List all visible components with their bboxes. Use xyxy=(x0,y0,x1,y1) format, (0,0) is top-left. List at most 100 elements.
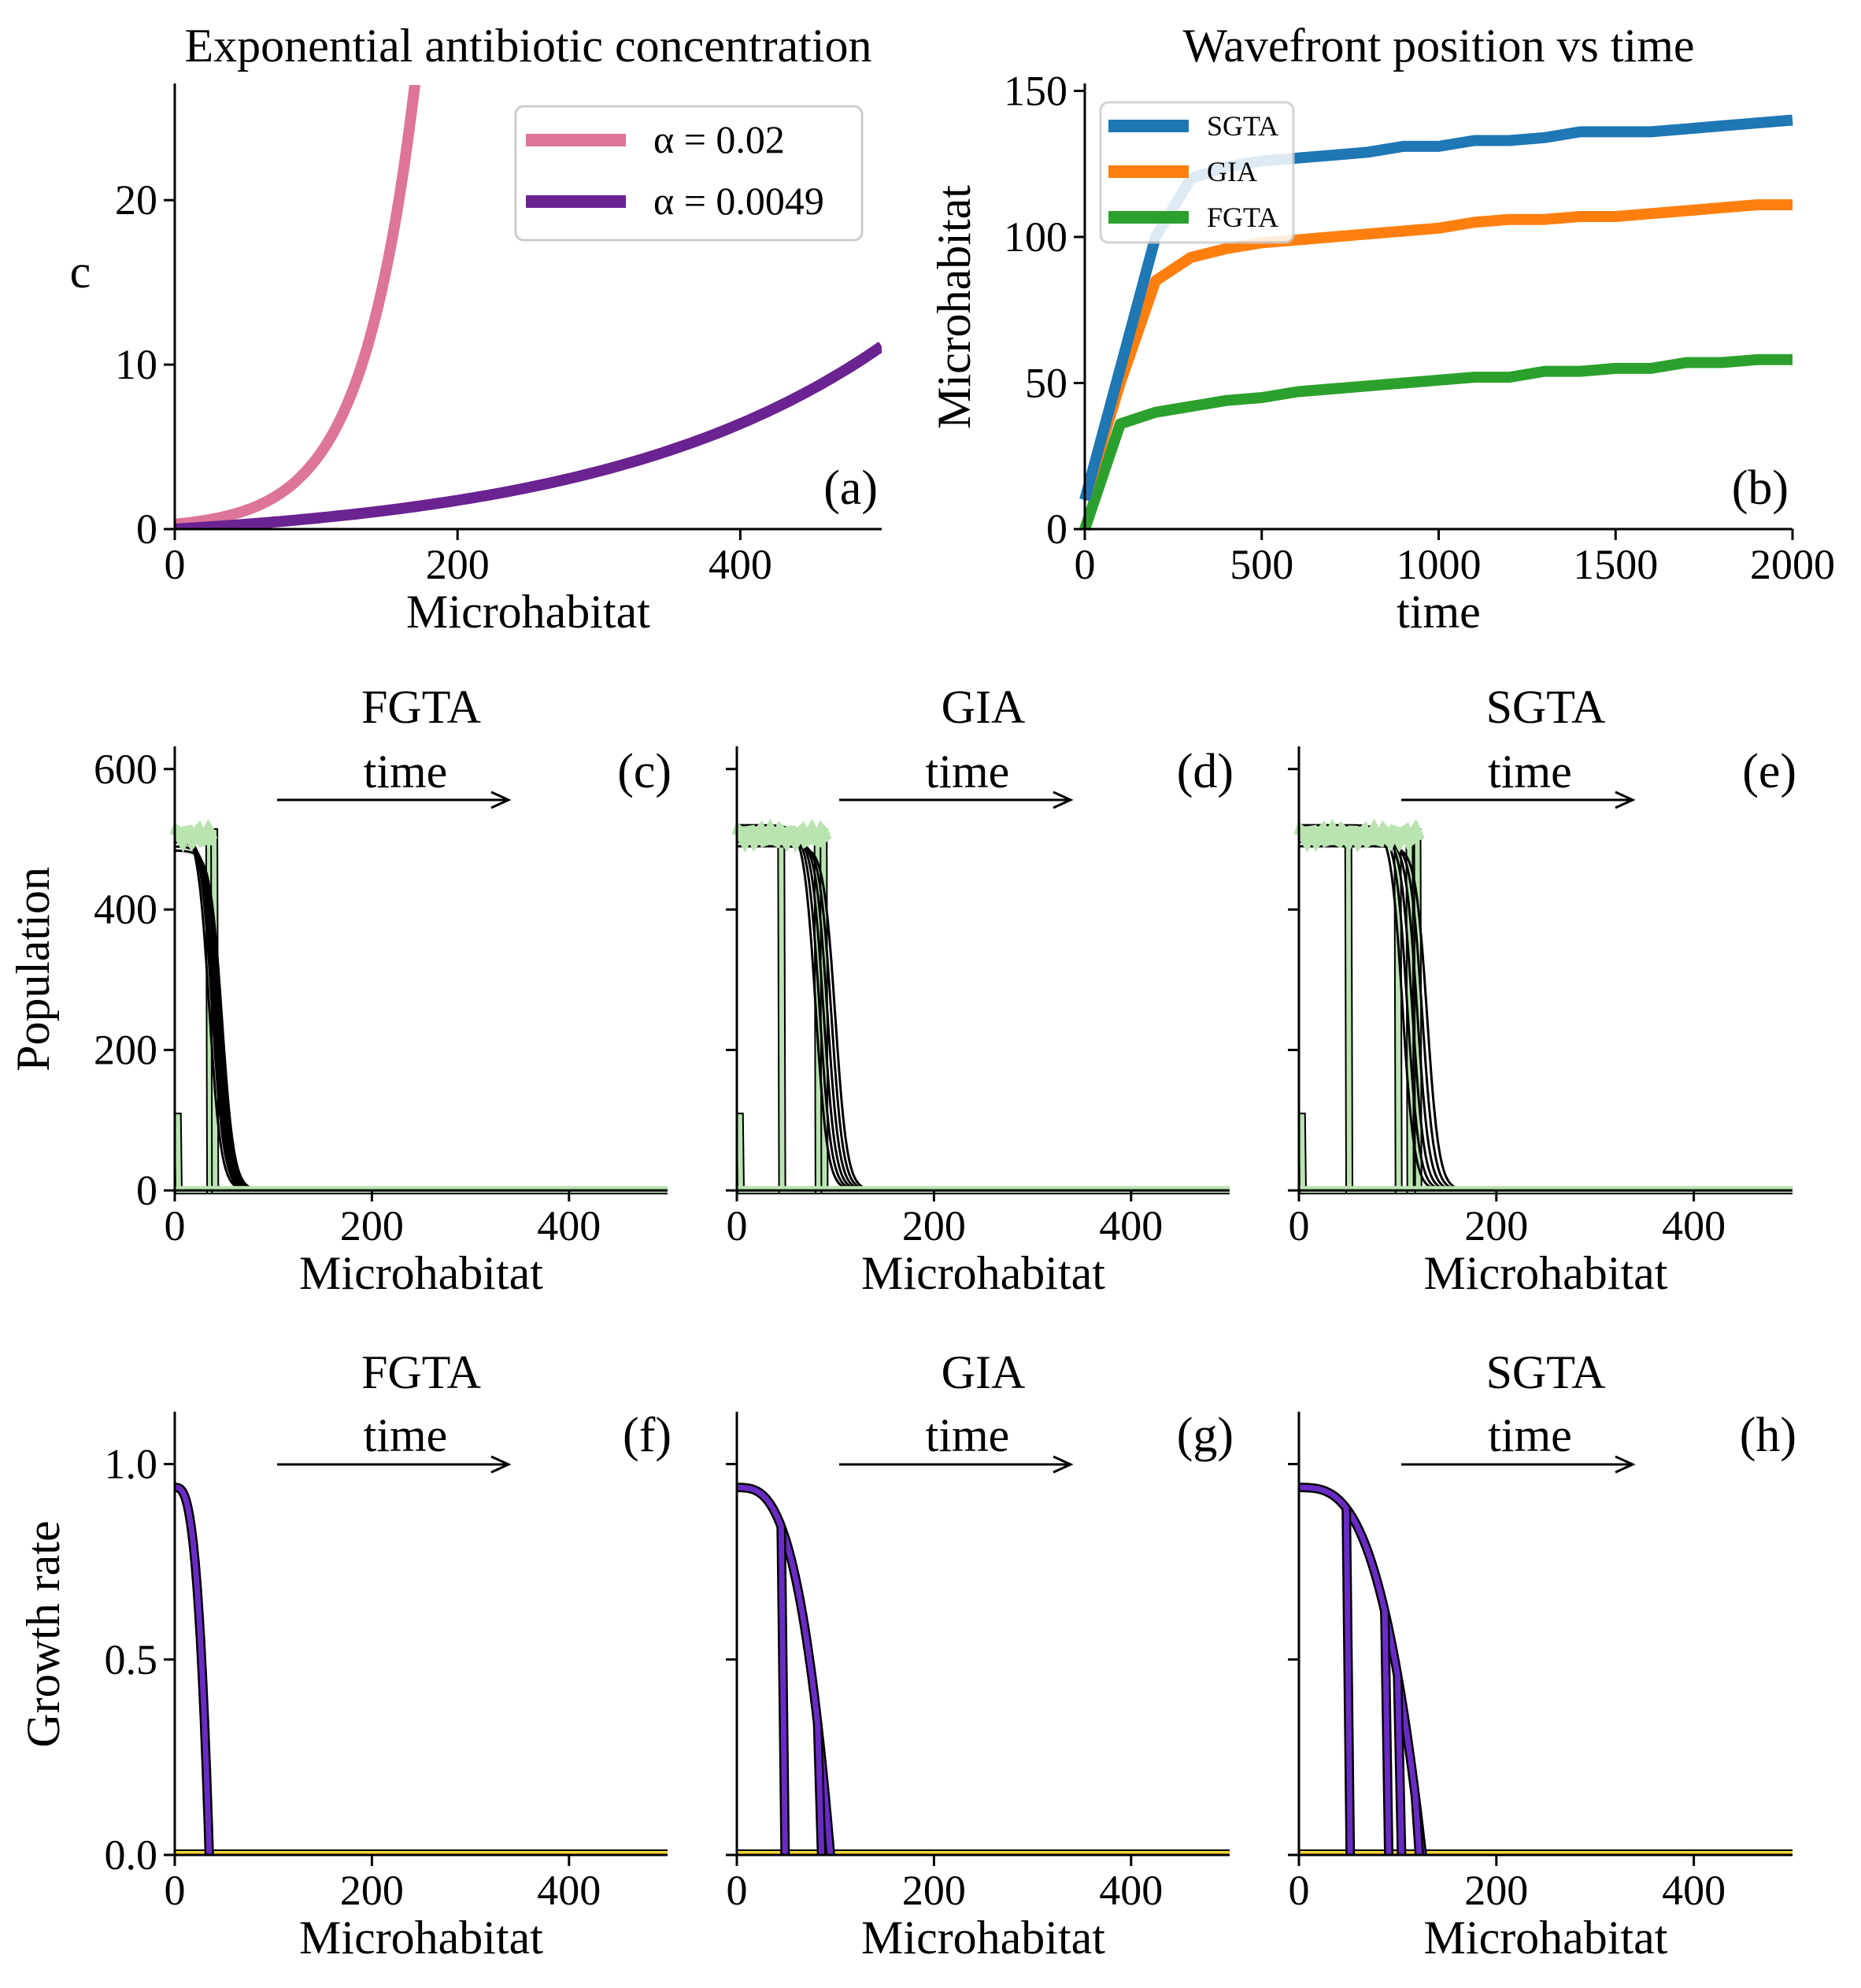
x-axis-label: time xyxy=(1397,586,1481,638)
y-tick-label: 100 xyxy=(1004,213,1067,261)
series-line-alpha-0.02 xyxy=(175,85,420,529)
panel-d: 0 200 400 GIA Microhabitat (d) time xyxy=(726,681,1234,1299)
time-annotation: time xyxy=(1488,746,1572,798)
legend-frame xyxy=(1099,101,1295,244)
y-tick-label: 600 xyxy=(94,746,157,793)
population-snapshot-outline xyxy=(175,828,668,1194)
growth-curve xyxy=(175,1484,213,1856)
x-tick-label: 2000 xyxy=(1750,541,1835,588)
population-profile xyxy=(174,841,668,1192)
x-tick-label: 0 xyxy=(165,1202,186,1249)
population-profile xyxy=(174,828,668,1192)
population-plateau xyxy=(1293,818,1425,853)
chart-title: FGTA xyxy=(361,1346,481,1398)
population-snapshot-outline xyxy=(1299,828,1793,1194)
x-tick-label: 400 xyxy=(537,1202,601,1249)
panel-label: (g) xyxy=(1177,1409,1234,1462)
y-tick-label: 0 xyxy=(136,1167,157,1214)
chart-title: SGTA xyxy=(1486,681,1606,733)
population-snapshot-outline xyxy=(175,828,668,1194)
growth-drop xyxy=(778,1526,788,1856)
x-tick-label: 400 xyxy=(1099,1202,1163,1249)
growth-drop xyxy=(815,1723,825,1856)
y-tick-label: 10 xyxy=(115,341,157,388)
population-snapshot-outline xyxy=(1299,828,1793,1194)
x-tick-label: 0 xyxy=(727,1867,748,1914)
y-tick-label: 0.5 xyxy=(105,1636,158,1683)
y-tick-label: 20 xyxy=(115,176,157,224)
time-arrow-head xyxy=(1053,1455,1074,1474)
panel-label: (d) xyxy=(1177,745,1234,798)
time-annotation: time xyxy=(364,746,448,798)
x-axis-label: Microhabitat xyxy=(861,1912,1105,1964)
x-tick-label: 0 xyxy=(1075,541,1096,588)
chart-title: Wavefront position vs time xyxy=(1182,20,1694,72)
chart-title: FGTA xyxy=(361,681,481,733)
time-annotation: time xyxy=(926,1409,1010,1461)
growth-drop xyxy=(1394,1675,1404,1856)
population-plateau xyxy=(169,818,218,853)
x-tick-label: 200 xyxy=(340,1202,404,1249)
chart-title: GIA xyxy=(942,681,1026,733)
x-tick-label: 400 xyxy=(709,541,772,588)
y-tick-label: 400 xyxy=(94,886,157,933)
y-tick-label: 0 xyxy=(1046,505,1067,553)
population-snapshot xyxy=(175,830,668,1193)
population-profile xyxy=(737,828,1230,1192)
x-axis-label: Microhabitat xyxy=(1424,1247,1668,1299)
time-annotation: time xyxy=(1488,1409,1572,1461)
x-tick-label: 0 xyxy=(165,541,186,588)
x-tick-label: 0 xyxy=(727,1202,748,1249)
x-axis-label: Microhabitat xyxy=(861,1247,1105,1299)
x-tick-label: 1000 xyxy=(1397,541,1482,588)
population-snapshot xyxy=(1299,830,1793,1193)
population-snapshot xyxy=(175,830,668,1193)
legend-entry: SGTA xyxy=(1207,110,1278,142)
chart-title: SGTA xyxy=(1486,1346,1606,1398)
population-snapshot-outline xyxy=(1299,828,1793,1194)
x-tick-label: 200 xyxy=(902,1867,966,1914)
legend: α = 0.02 α = 0.0049 xyxy=(514,105,864,242)
panel-label: (b) xyxy=(1732,461,1789,515)
population-profile xyxy=(1299,845,1793,1192)
population-snapshot-outline xyxy=(1299,828,1793,1194)
y-tick-label: 1.0 xyxy=(105,1441,158,1488)
panel-a: 0 200 400 0 10 20 Exponential antibiotic conce… xyxy=(70,20,882,638)
legend-entry: α = 0.02 xyxy=(653,117,785,161)
population-profile xyxy=(1299,828,1793,1192)
time-arrow-head xyxy=(1615,1455,1636,1474)
population-profile xyxy=(174,832,668,1192)
panel-label: (f) xyxy=(623,1409,672,1462)
x-tick-label: 0 xyxy=(1289,1202,1310,1249)
legend: SGTA GIA FGTA xyxy=(1099,101,1295,244)
y-axis-label: Growth rate xyxy=(17,1520,69,1747)
panel-f: 0 200 400 0.0 0.5 1.0 FGTA Microhabitat Growth r… xyxy=(17,1346,672,1964)
x-tick-label: 200 xyxy=(340,1867,404,1914)
x-tick-label: 1500 xyxy=(1573,541,1658,588)
panel-e: 0 200 400 SGTA Microhabitat (e) time xyxy=(1288,681,1796,1299)
population-profile xyxy=(174,837,668,1192)
growth-drop xyxy=(1343,1508,1353,1856)
panel-label: (c) xyxy=(617,745,672,798)
x-tick-label: 400 xyxy=(537,1867,601,1914)
population-snapshot xyxy=(1299,1114,1793,1193)
time-arrow-head xyxy=(490,790,512,809)
x-tick-label: 400 xyxy=(1099,1867,1163,1914)
legend-entry: GIA xyxy=(1207,156,1257,187)
x-tick-label: 400 xyxy=(1662,1202,1726,1249)
series-line-gia xyxy=(1079,199,1793,502)
time-arrow-head xyxy=(490,1455,512,1474)
population-profile xyxy=(737,824,1230,1192)
time-annotation: time xyxy=(364,1409,448,1461)
x-tick-label: 400 xyxy=(1662,1867,1726,1914)
population-snapshot xyxy=(1299,830,1793,1193)
x-axis-label: Microhabitat xyxy=(299,1912,543,1964)
growth-drop xyxy=(1412,1796,1423,1856)
x-axis-label: Microhabitat xyxy=(1424,1912,1668,1964)
y-axis-label: Population xyxy=(7,867,59,1072)
population-profile xyxy=(1299,836,1793,1192)
x-axis-label: Microhabitat xyxy=(299,1247,543,1299)
population-snapshot xyxy=(175,1114,668,1193)
population-snapshot-outline xyxy=(173,1112,668,1194)
